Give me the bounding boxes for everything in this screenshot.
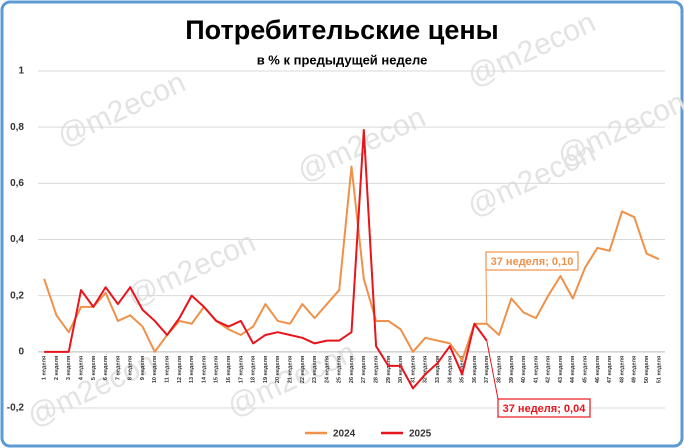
x-tick-label: 47 неделя xyxy=(607,356,613,383)
x-tick-label: 46 неделя xyxy=(595,356,601,383)
x-tick-label: 29 неделя xyxy=(386,356,392,383)
y-tick-label: 0,6 xyxy=(10,178,24,189)
x-tick-label: 31 неделя xyxy=(410,356,416,383)
x-tick-label: 15 неделя xyxy=(214,356,220,383)
x-tick-label: 6 неделя xyxy=(103,356,109,380)
x-tick-label: 28 неделя xyxy=(374,356,380,383)
annotation-leader xyxy=(486,340,499,400)
x-tick-label: 43 неделя xyxy=(558,356,564,383)
y-tick-label: 0,8 xyxy=(10,122,24,133)
x-tick-label: 12 неделя xyxy=(177,356,183,383)
x-tick-label: 2 неделя xyxy=(54,356,60,380)
x-tick-label: 9 неделя xyxy=(140,356,146,380)
x-tick-label: 44 неделя xyxy=(570,356,576,383)
x-tick-label: 30 неделя xyxy=(398,356,404,383)
x-tick-label: 1 неделя xyxy=(42,356,48,380)
x-tick-label: 39 неделя xyxy=(509,356,515,383)
chart-title: Потребительские цены xyxy=(185,15,499,45)
annotation: 37 неделя; 0,04 xyxy=(503,403,587,415)
x-tick-label: 7 неделя xyxy=(115,356,121,380)
x-tick-label: 22 неделя xyxy=(300,356,306,383)
x-tick-label: 41 неделя xyxy=(533,356,539,383)
x-tick-label: 40 неделя xyxy=(521,356,527,383)
y-tick-label: 0 xyxy=(18,346,24,357)
x-tick-label: 5 неделя xyxy=(91,356,97,380)
x-tick-label: 51 неделя xyxy=(656,356,662,383)
annotation-box xyxy=(497,398,591,418)
x-tick-label: 14 неделя xyxy=(201,356,207,383)
x-tick-label: 20 неделя xyxy=(275,356,281,383)
annotation-leader xyxy=(485,269,488,324)
x-tick-label: 36 неделя xyxy=(472,356,478,383)
x-tick-label: 11 неделя xyxy=(165,356,171,383)
legend-label: 2024 xyxy=(333,429,356,440)
x-tick-label: 17 неделя xyxy=(238,356,244,383)
x-tick-label: 48 неделя xyxy=(619,356,625,383)
y-tick-label: 1 xyxy=(18,66,24,77)
x-tick-label: 33 неделя xyxy=(435,356,441,383)
x-tick-label: 34 неделя xyxy=(447,356,453,383)
chart-subtitle: в % к предыдущей неделе xyxy=(257,52,428,67)
y-tick-label: 0,2 xyxy=(10,290,24,301)
x-tick-label: 23 неделя xyxy=(312,356,318,383)
x-tick-label: 27 неделя xyxy=(361,356,367,383)
x-tick-label: 18 неделя xyxy=(251,356,257,383)
x-tick-label: 26 неделя xyxy=(349,356,355,383)
x-tick-label: 37 неделя xyxy=(484,356,490,383)
y-tick-label: 0,4 xyxy=(10,234,24,245)
x-tick-label: 24 неделя xyxy=(324,356,330,383)
series-line xyxy=(43,165,660,362)
legend-label: 2025 xyxy=(409,429,432,440)
x-tick-label: 45 неделя xyxy=(583,356,589,383)
x-tick-label: 13 неделя xyxy=(189,356,195,383)
x-tick-label: 4 неделя xyxy=(78,356,84,380)
x-tick-label: 19 неделя xyxy=(263,356,269,383)
x-tick-label: 10 неделя xyxy=(152,356,158,383)
x-tick-label: 49 неделя xyxy=(632,356,638,383)
x-tick-label: 21 неделя xyxy=(287,356,293,383)
annotation-box xyxy=(485,251,579,271)
x-tick-label: 32 неделя xyxy=(423,356,429,383)
series-line xyxy=(44,128,488,390)
x-tick-label: 25 неделя xyxy=(337,356,343,383)
annotation: 37 неделя; 0,10 xyxy=(491,256,574,268)
x-tick-label: 3 неделя xyxy=(66,356,72,380)
x-tick-label: 8 неделя xyxy=(128,356,134,380)
y-tick-label: -0,2 xyxy=(7,403,25,414)
x-tick-label: 38 неделя xyxy=(496,356,502,383)
x-tick-label: 50 неделя xyxy=(644,356,650,383)
x-tick-label: 42 неделя xyxy=(546,356,552,383)
x-tick-label: 16 неделя xyxy=(226,356,232,383)
